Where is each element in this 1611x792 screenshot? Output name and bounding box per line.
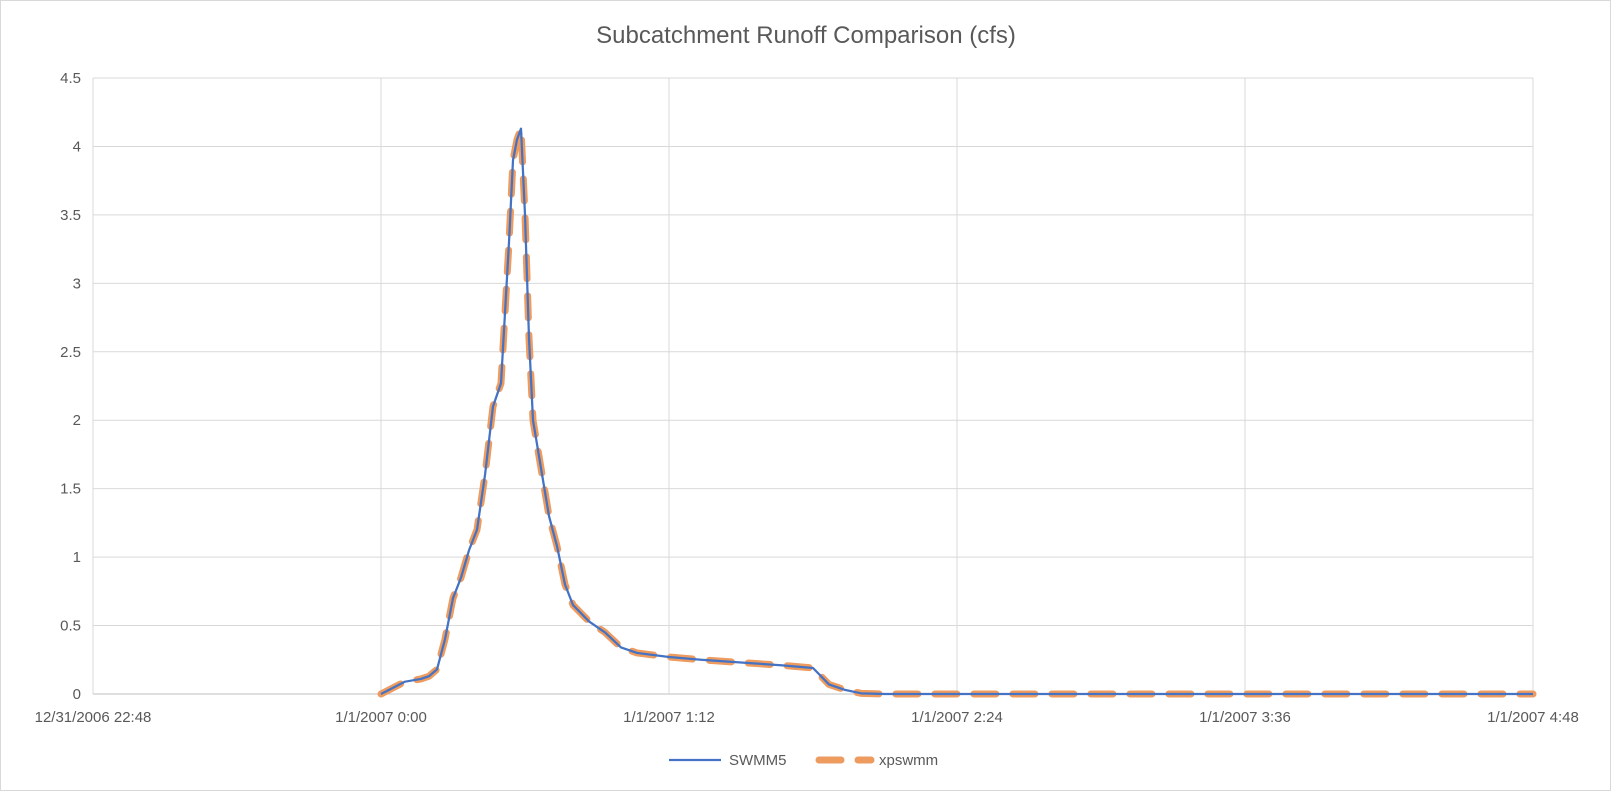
series-line-swmm5 <box>380 127 1533 696</box>
y-tick-label: 3.5 <box>60 207 81 224</box>
x-tick-label: 1/1/2007 0:00 <box>335 709 427 726</box>
y-tick-label: 4.5 <box>60 70 81 87</box>
y-tick-label: 2 <box>73 412 81 429</box>
y-tick-label: 1 <box>73 549 81 566</box>
legend-label-xpswmm: xpswmm <box>879 752 938 769</box>
axes: 0 0.5 1 1.5 2 2.5 3 3.5 4 4.5 12/31/2006 22:48 1/1/… <box>35 70 1579 726</box>
y-tick-label: 0.5 <box>60 618 81 635</box>
x-tick-label: 1/1/2007 2:24 <box>911 709 1003 726</box>
x-tick-label: 1/1/2007 1:12 <box>623 709 715 726</box>
legend-label-swmm5: SWMM5 <box>729 752 787 769</box>
x-tick-label: 1/1/2007 4:48 <box>1487 709 1579 726</box>
y-tick-label: 1.5 <box>60 481 81 498</box>
x-tick-label: 1/1/2007 3:36 <box>1199 709 1291 726</box>
x-tick-label: 12/31/2006 22:48 <box>35 709 152 726</box>
series-lines <box>377 125 1537 698</box>
gridlines <box>92 77 1534 695</box>
legend: SWMM5 xpswmm <box>669 752 938 769</box>
y-tick-label: 0 <box>73 686 81 703</box>
y-tick-label: 4 <box>73 138 81 155</box>
y-tick-label: 2.5 <box>60 344 81 361</box>
chart-title: Subcatchment Runoff Comparison (cfs) <box>596 22 1016 49</box>
y-tick-label: 3 <box>73 275 81 292</box>
